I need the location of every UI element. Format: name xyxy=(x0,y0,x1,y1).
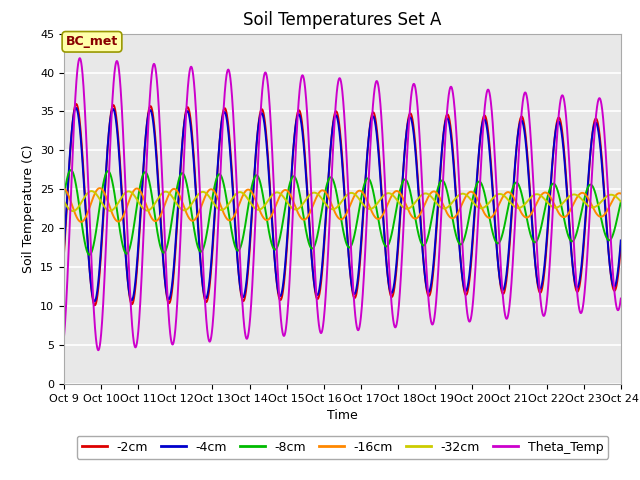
-8cm xyxy=(67,167,75,173)
-8cm xyxy=(298,204,306,210)
-4cm xyxy=(91,299,99,304)
-32cm xyxy=(606,192,614,198)
Y-axis label: Soil Temperature (C): Soil Temperature (C) xyxy=(22,144,35,273)
-32cm xyxy=(60,199,68,204)
-32cm xyxy=(617,199,625,204)
Text: BC_met: BC_met xyxy=(66,36,118,48)
-2cm xyxy=(124,279,132,285)
-32cm xyxy=(69,208,77,214)
-16cm xyxy=(298,216,306,222)
Line: -8cm: -8cm xyxy=(64,170,621,255)
-16cm xyxy=(274,198,282,204)
Theta_Temp xyxy=(76,55,84,61)
-16cm xyxy=(606,202,614,208)
Title: Soil Temperatures Set A: Soil Temperatures Set A xyxy=(243,11,442,29)
-32cm xyxy=(88,188,95,194)
-16cm xyxy=(96,185,104,191)
-2cm xyxy=(157,221,164,227)
-8cm xyxy=(86,252,93,258)
-2cm xyxy=(60,251,68,256)
-16cm xyxy=(617,191,625,196)
-4cm xyxy=(124,279,132,285)
-2cm xyxy=(606,266,614,272)
-2cm xyxy=(72,101,80,107)
-16cm xyxy=(77,219,85,225)
-32cm xyxy=(547,203,554,208)
Theta_Temp xyxy=(617,296,625,301)
-8cm xyxy=(274,242,282,248)
-4cm xyxy=(274,287,282,293)
-4cm xyxy=(298,126,306,132)
Line: -16cm: -16cm xyxy=(64,188,621,222)
Theta_Temp xyxy=(547,252,554,258)
-2cm xyxy=(274,289,282,295)
-32cm xyxy=(274,190,282,195)
X-axis label: Time: Time xyxy=(327,409,358,422)
-8cm xyxy=(617,199,625,205)
-16cm xyxy=(124,201,132,207)
Line: -32cm: -32cm xyxy=(64,191,621,211)
-8cm xyxy=(60,193,68,199)
-2cm xyxy=(617,243,625,249)
-8cm xyxy=(157,245,164,251)
-16cm xyxy=(547,194,554,200)
Theta_Temp xyxy=(274,270,282,276)
-32cm xyxy=(298,202,306,208)
-8cm xyxy=(124,250,132,256)
Theta_Temp xyxy=(95,348,102,353)
-8cm xyxy=(547,185,554,191)
-4cm xyxy=(606,266,614,272)
-4cm xyxy=(547,188,554,193)
Line: -2cm: -2cm xyxy=(64,104,621,305)
Theta_Temp xyxy=(298,73,306,79)
Theta_Temp xyxy=(606,228,614,234)
Legend: -2cm, -4cm, -8cm, -16cm, -32cm, Theta_Temp: -2cm, -4cm, -8cm, -16cm, -32cm, Theta_Te… xyxy=(77,436,608,459)
-2cm xyxy=(298,120,306,126)
Theta_Temp xyxy=(157,147,164,153)
Line: -4cm: -4cm xyxy=(64,108,621,301)
-2cm xyxy=(91,302,99,308)
-2cm xyxy=(547,191,554,197)
-16cm xyxy=(157,212,164,217)
-4cm xyxy=(617,238,625,243)
-4cm xyxy=(60,244,68,250)
Theta_Temp xyxy=(60,334,68,340)
-4cm xyxy=(72,105,80,111)
-8cm xyxy=(606,237,614,243)
Line: Theta_Temp: Theta_Temp xyxy=(64,58,621,350)
-16cm xyxy=(60,185,68,191)
Theta_Temp xyxy=(124,242,132,248)
-32cm xyxy=(157,192,164,197)
-4cm xyxy=(157,225,164,231)
-32cm xyxy=(124,189,132,194)
